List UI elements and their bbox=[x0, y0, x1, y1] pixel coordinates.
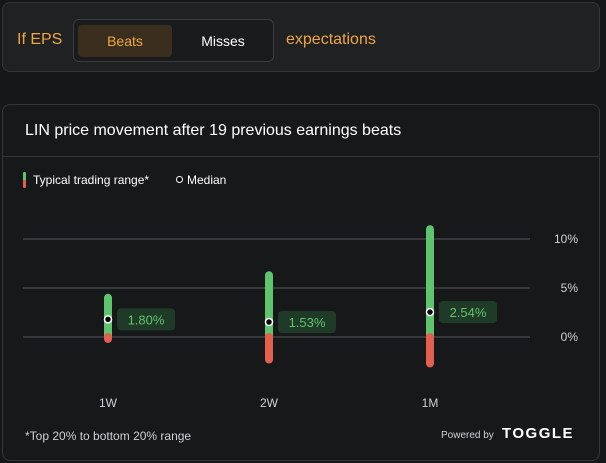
x-tick-label: 1W bbox=[99, 396, 118, 410]
y-tick-label: 0% bbox=[561, 330, 579, 344]
filter-suffix: expectations bbox=[286, 31, 376, 48]
toggle-logo: TOGGLE bbox=[502, 425, 575, 442]
median-marker-swatch bbox=[176, 176, 183, 183]
price-movement-card: LIN price movement after 19 previous ear… bbox=[2, 104, 600, 461]
filter-prefix: If EPS bbox=[17, 31, 63, 48]
title-divider bbox=[3, 156, 599, 157]
powered-by-label: Powered by bbox=[441, 430, 494, 441]
x-tick-label: 1M bbox=[422, 396, 439, 410]
eps-filter-card: If EPS Beats Misses expectations bbox=[2, 2, 600, 72]
legend-median-label: Median bbox=[187, 173, 227, 187]
misses-button[interactable]: Misses bbox=[201, 33, 245, 49]
median-label: 2.54% bbox=[450, 305, 487, 320]
trading-range-swatch bbox=[23, 172, 26, 188]
median-label-bg bbox=[278, 311, 336, 334]
median-marker bbox=[103, 315, 113, 324]
median-label-bg bbox=[117, 308, 175, 331]
price-range-chart: 0% 5% 10% 1.80% 1W 1.53% 2W 2.54% 1M bbox=[23, 225, 579, 410]
median-label-bg bbox=[439, 301, 497, 324]
median-marker bbox=[264, 317, 274, 327]
beats-button[interactable]: Beats bbox=[78, 25, 172, 57]
beats-misses-toggle: Beats Misses bbox=[73, 19, 274, 62]
x-tick-label: 2W bbox=[260, 396, 279, 410]
chart-title: LIN price movement after 19 previous ear… bbox=[25, 122, 402, 139]
median-label: 1.53% bbox=[289, 315, 326, 330]
legend-range-label: Typical trading range* bbox=[33, 173, 150, 187]
y-tick-label: 10% bbox=[554, 232, 578, 246]
median-label: 1.80% bbox=[128, 312, 165, 327]
y-tick-label: 5% bbox=[561, 281, 579, 295]
median-marker bbox=[425, 307, 435, 317]
footnote: *Top 20% to bottom 20% range bbox=[25, 429, 192, 443]
